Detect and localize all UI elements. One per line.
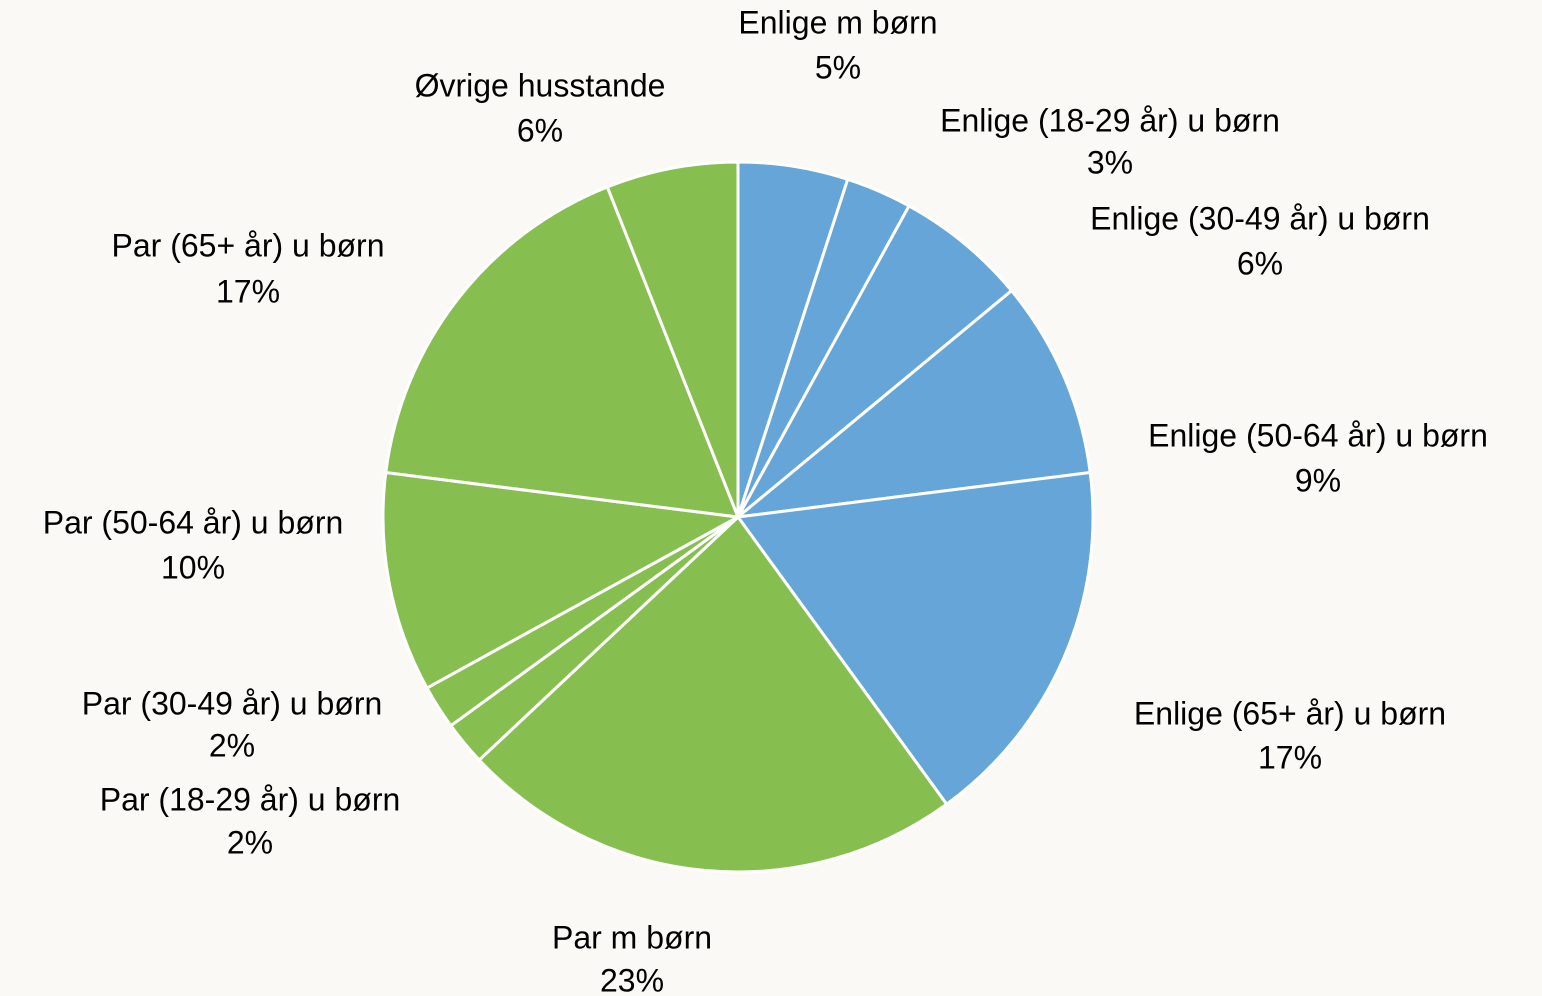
slice-label: Par (18-29 år) u børn <box>100 781 401 817</box>
slice-label: Par (50-64 år) u børn <box>43 504 344 540</box>
slice-label: Par m børn <box>552 919 712 955</box>
slice-label: Par (65+ år) u børn <box>112 227 385 263</box>
slice-value-label: 10% <box>161 549 225 585</box>
slice-value-label: 2% <box>209 727 255 763</box>
slice-label: Par (30-49 år) u børn <box>82 685 383 721</box>
slice-value-label: 17% <box>216 273 280 309</box>
pie-slice <box>733 288 1092 520</box>
slice-value-label: 3% <box>1087 144 1133 180</box>
pie-slice <box>381 470 743 691</box>
slice-label: Øvrige husstande <box>415 67 666 103</box>
slice-value-label: 2% <box>227 824 273 860</box>
slice-label: Enlige (18-29 år) u børn <box>940 102 1280 138</box>
pie-slice <box>736 203 1014 519</box>
slice-value-label: 9% <box>1295 462 1341 498</box>
pie-slice <box>605 160 740 518</box>
slice-value-label: 6% <box>517 112 563 148</box>
slice-label: Enlige (50-64 år) u børn <box>1148 417 1488 453</box>
pie-slice <box>735 470 1095 807</box>
slice-value-label: 23% <box>600 962 664 996</box>
slice-value-label: 5% <box>815 49 861 85</box>
slice-label: Enlige (65+ år) u børn <box>1134 695 1446 731</box>
slice-label: Enlige (30-49 år) u børn <box>1090 200 1430 236</box>
slice-value-label: 6% <box>1237 245 1283 281</box>
pie-slice <box>384 184 741 519</box>
slice-value-label: 17% <box>1258 739 1322 775</box>
pie-slice <box>477 514 949 874</box>
slice-label: Enlige m børn <box>738 4 937 40</box>
